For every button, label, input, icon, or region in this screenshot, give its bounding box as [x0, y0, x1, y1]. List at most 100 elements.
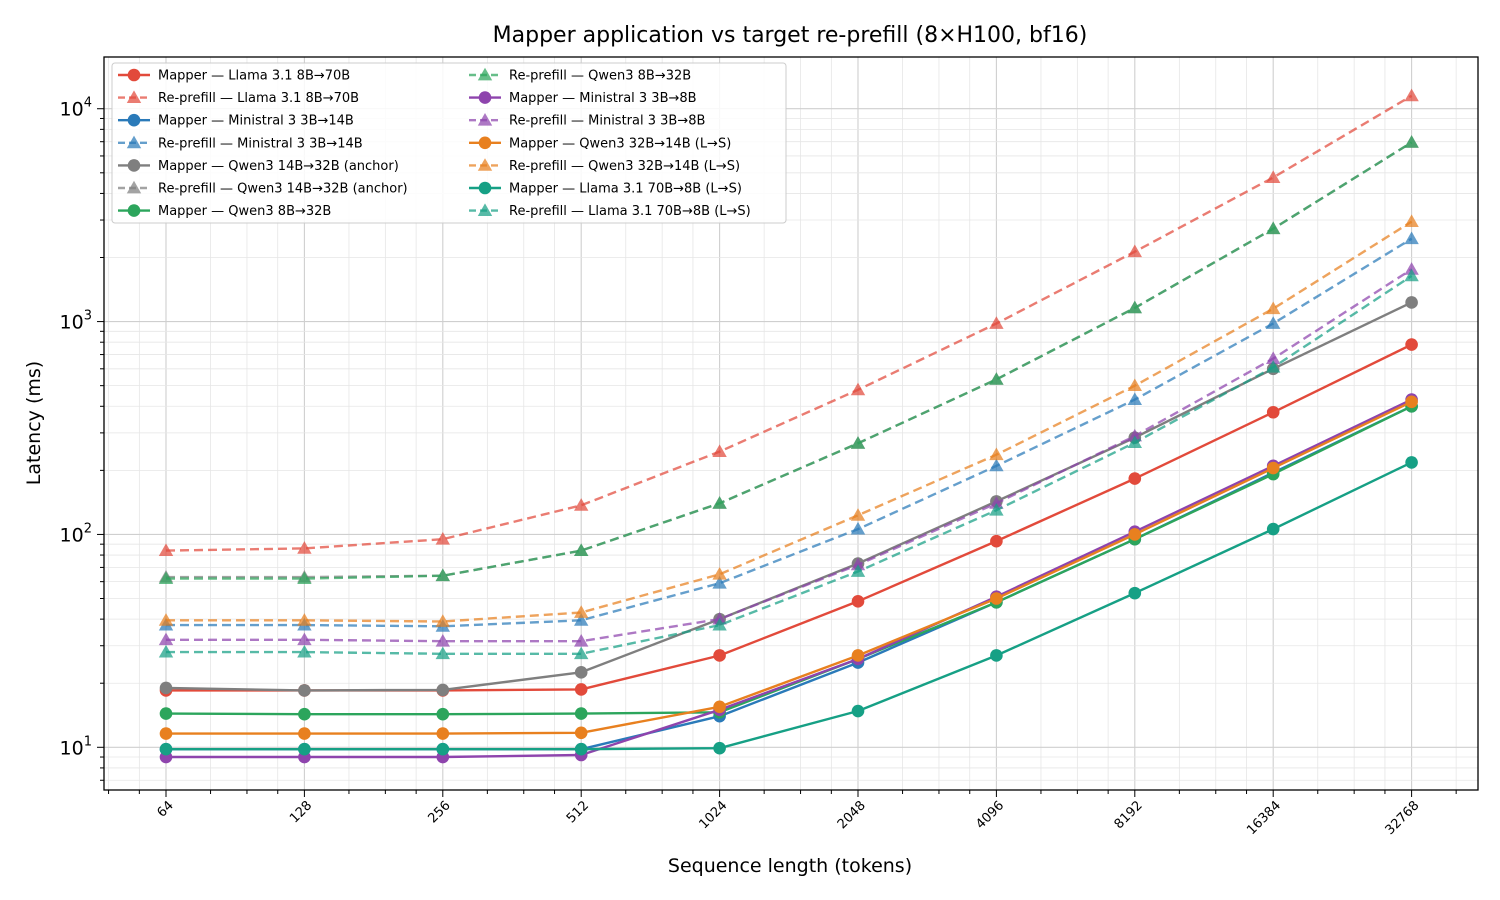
series-line: [165, 94, 1413, 552]
data-point: [298, 727, 311, 740]
data-point: [1405, 338, 1418, 351]
legend-label: Re-prefill — Llama 3.1 70B→8B (L→S): [509, 204, 751, 219]
x-tick-label: 512: [564, 798, 592, 826]
series-line: [166, 398, 1413, 759]
legend-item: Re-prefill — Qwen3 32B→14B (L→S): [469, 158, 740, 174]
x-tick-label: 4096: [973, 798, 1007, 832]
data-point: [297, 571, 312, 585]
y-axis: 101 102 103 104: [60, 96, 104, 781]
legend-marker: [477, 67, 493, 81]
legend-item: Mapper — Qwen3 32B→14B (L→S): [469, 136, 731, 151]
legend-item: Mapper — Qwen3 14B→32B (anchor): [118, 159, 399, 174]
x-tick-label: 32768: [1383, 798, 1423, 838]
data-point: [989, 458, 1004, 472]
data-point: [436, 683, 450, 697]
data-point: [435, 646, 450, 660]
series-11: [158, 214, 1419, 627]
data-point: [574, 707, 588, 720]
data-point: [1266, 351, 1281, 365]
data-point: [1128, 472, 1142, 485]
data-point: [574, 498, 589, 511]
data-point: [1128, 528, 1142, 541]
series-1: [158, 88, 1419, 556]
legend-label: Re-prefill — Qwen3 14B→32B (anchor): [158, 182, 408, 197]
legend-item: Re-prefill — Ministral 3 3B→14B: [118, 135, 363, 151]
x-tick-label: 1024: [696, 798, 730, 832]
data-point: [990, 592, 1003, 605]
series-line: [166, 461, 1413, 751]
data-point: [1127, 392, 1142, 406]
series-line: [166, 274, 1413, 655]
data-point: [1405, 456, 1418, 469]
x-axis: 64 128 256 512 1024 2048 4096 8192 16384 32768: [108, 790, 1457, 838]
data-point: [989, 496, 1004, 509]
legend-label: Mapper — Ministral 3 3B→14B: [158, 114, 354, 129]
series-line: [165, 405, 1413, 716]
data-point: [1127, 378, 1142, 392]
series-line: [165, 301, 1413, 692]
data-point: [851, 649, 865, 662]
data-point: [574, 666, 588, 679]
legend-label: Mapper — Llama 3.1 8B→70B: [158, 69, 350, 84]
data-point: [850, 382, 866, 396]
series-3: [158, 231, 1419, 632]
data-point: [158, 632, 174, 646]
data-point: [436, 742, 450, 756]
data-point: [712, 576, 727, 589]
legend-item: Mapper — Ministral 3 3B→8B: [469, 91, 697, 106]
legend-label: Re-prefill — Qwen3 32B→14B (L→S): [509, 159, 740, 174]
data-point: [850, 557, 866, 571]
legend-marker: [126, 180, 142, 194]
plot-frame: [103, 56, 1479, 791]
data-point: [435, 531, 450, 545]
data-point: [159, 742, 173, 756]
legend-item: Re-prefill — Ministral 3 3B→8B: [469, 113, 705, 129]
data-point: [850, 436, 866, 449]
y-tick-label: 102: [60, 521, 92, 546]
data-point: [1404, 231, 1419, 245]
data-point: [574, 742, 588, 756]
data-point: [158, 571, 174, 585]
data-point: [713, 649, 726, 662]
x-tick-label: 8192: [1112, 798, 1146, 832]
data-point: [712, 444, 727, 458]
data-point: [297, 541, 312, 554]
legend-marker: [127, 113, 141, 127]
data-point: [298, 707, 311, 721]
legend-marker: [127, 204, 141, 217]
y-tick-label: 104: [60, 96, 92, 121]
data-point: [435, 568, 450, 582]
data-point: [1404, 268, 1419, 282]
data-point: [436, 707, 450, 721]
series-layer: [158, 88, 1419, 764]
data-point: [298, 684, 311, 697]
legend-marker: [477, 203, 493, 216]
data-point: [297, 632, 312, 646]
series-line: [166, 220, 1413, 623]
legend-label: Re-prefill — Ministral 3 3B→14B: [158, 136, 363, 151]
series-line: [166, 343, 1413, 692]
y-tick-label: 103: [60, 309, 92, 334]
legend-item: Mapper — Llama 3.1 8B→70B: [118, 69, 350, 84]
data-point: [574, 683, 588, 696]
data-point: [712, 617, 727, 631]
data-point: [574, 613, 589, 626]
series-6: [159, 399, 1418, 721]
data-point: [574, 543, 589, 556]
data-point: [1404, 262, 1419, 275]
data-point: [298, 742, 311, 756]
data-point: [713, 741, 726, 755]
legend-marker: [127, 159, 141, 172]
data-point: [158, 543, 174, 556]
data-point: [574, 646, 589, 660]
data-point: [1127, 435, 1142, 449]
data-point: [989, 372, 1004, 385]
data-point: [435, 634, 450, 647]
data-point: [297, 613, 312, 626]
series-line: [166, 268, 1413, 643]
data-point: [1405, 395, 1418, 409]
x-tick-label: 128: [287, 798, 315, 826]
series-9: [158, 262, 1419, 647]
